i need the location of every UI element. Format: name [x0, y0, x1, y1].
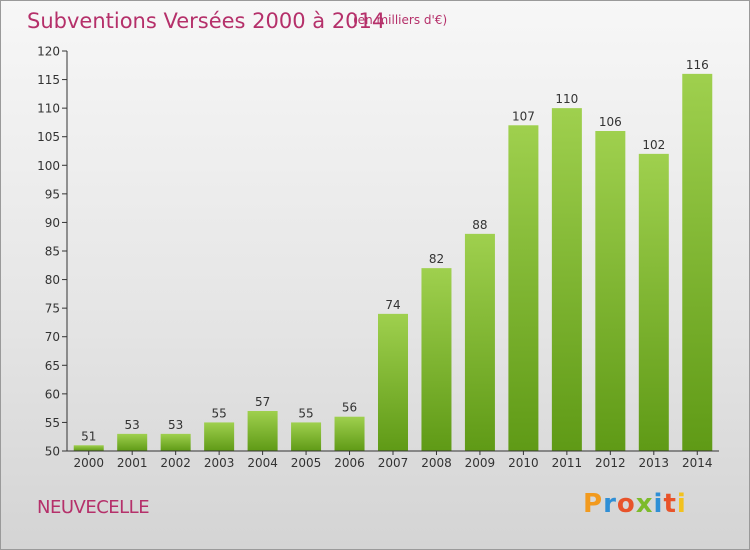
- y-tick-label: 70: [45, 330, 60, 344]
- y-tick-label: 55: [45, 416, 60, 430]
- x-tick-label: 2007: [378, 456, 409, 470]
- x-tick-label: 2014: [682, 456, 713, 470]
- y-tick-label: 50: [45, 445, 60, 459]
- x-tick-label: 2012: [595, 456, 626, 470]
- bar: [334, 416, 365, 451]
- bars: 51 53 53 55 57 55 56 74 82 88 107 110 106 102 116: [73, 58, 713, 452]
- data-label: 55: [298, 406, 313, 420]
- logo-letter: x: [635, 489, 654, 519]
- data-label: 51: [81, 429, 96, 443]
- y-tick-label: 120: [37, 45, 60, 59]
- logo-letter: t: [663, 489, 677, 519]
- x-axis: 2000 2001 2002 2003 2004 2005 2006 2007 2008 2009…: [67, 450, 719, 470]
- y-tick-label: 115: [37, 73, 60, 87]
- x-tick-label: 2000: [73, 456, 104, 470]
- data-label: 110: [555, 92, 578, 106]
- chart-title: Subventions Versées 2000 à 2014: [27, 9, 386, 33]
- y-tick-label: 100: [37, 159, 60, 173]
- y-tick-label: 85: [45, 245, 60, 259]
- data-label: 116: [686, 58, 709, 72]
- chart-subtitle: (en milliers d'€): [353, 13, 448, 27]
- logo-letter: i: [676, 489, 687, 519]
- bar: [682, 73, 713, 451]
- x-tick-label: 2008: [421, 456, 452, 470]
- y-tick-label: 110: [37, 102, 60, 116]
- data-label: 56: [342, 401, 357, 415]
- data-label: 53: [168, 418, 183, 432]
- data-label: 55: [211, 406, 226, 420]
- bar: [247, 411, 278, 451]
- data-label: 53: [125, 418, 140, 432]
- bar: [291, 422, 322, 451]
- data-label: 74: [385, 298, 400, 312]
- bar: [160, 433, 191, 451]
- data-label: 107: [512, 109, 535, 123]
- bar: [508, 125, 539, 452]
- bar: [551, 108, 582, 452]
- y-tick-label: 95: [45, 187, 60, 201]
- data-label: 57: [255, 395, 270, 409]
- x-tick-label: 2005: [291, 456, 322, 470]
- logo-letter: P: [583, 489, 604, 519]
- x-tick-label: 2006: [334, 456, 365, 470]
- x-tick-label: 2004: [247, 456, 278, 470]
- proxiti-logo: Proxiti: [583, 489, 687, 519]
- y-tick-label: 80: [45, 273, 60, 287]
- y-tick-label: 60: [45, 387, 60, 401]
- data-label: 88: [472, 218, 487, 232]
- location-label: NEUVECELLE: [37, 497, 150, 518]
- data-label: 102: [642, 138, 665, 152]
- y-tick-label: 90: [45, 216, 60, 230]
- bar: [378, 313, 408, 451]
- bar: [464, 233, 495, 451]
- logo-letter: o: [616, 489, 636, 519]
- x-tick-label: 2001: [117, 456, 148, 470]
- bar: [595, 131, 626, 451]
- bar: [638, 153, 669, 451]
- data-label: 82: [429, 252, 444, 266]
- x-tick-label: 2002: [160, 456, 191, 470]
- y-tick-label: 65: [45, 359, 60, 373]
- logo-letter: i: [653, 489, 664, 519]
- y-tick-label: 75: [45, 302, 60, 316]
- bar: [117, 433, 148, 451]
- bar: [421, 268, 452, 451]
- y-axis: 50 55 60 65 70 75 80 85 90 95 100 105 110 115 120: [37, 45, 68, 459]
- bar: [204, 422, 235, 451]
- x-tick-label: 2013: [639, 456, 670, 470]
- data-label: 106: [599, 115, 622, 129]
- y-tick-label: 105: [37, 130, 60, 144]
- bar: [73, 445, 104, 451]
- x-tick-label: 2011: [552, 456, 583, 470]
- x-tick-label: 2003: [204, 456, 235, 470]
- x-tick-label: 2009: [465, 456, 496, 470]
- x-tick-label: 2010: [508, 456, 539, 470]
- logo-letter: r: [603, 489, 617, 519]
